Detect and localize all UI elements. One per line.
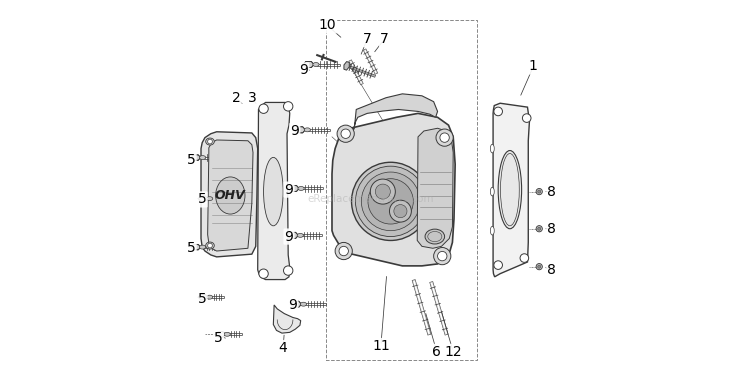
Text: 5: 5 xyxy=(187,153,196,167)
Polygon shape xyxy=(201,132,258,257)
Text: 11: 11 xyxy=(372,339,390,353)
Circle shape xyxy=(536,188,542,195)
Text: 7: 7 xyxy=(380,32,388,46)
Ellipse shape xyxy=(206,242,214,249)
Polygon shape xyxy=(258,102,290,280)
Text: 2: 2 xyxy=(232,91,241,105)
Text: 9: 9 xyxy=(299,63,308,77)
Ellipse shape xyxy=(297,233,304,237)
Circle shape xyxy=(538,190,541,193)
Circle shape xyxy=(284,266,293,275)
Circle shape xyxy=(437,251,447,261)
Circle shape xyxy=(433,248,451,265)
Circle shape xyxy=(368,179,413,224)
Ellipse shape xyxy=(490,187,494,196)
Polygon shape xyxy=(288,185,299,192)
Circle shape xyxy=(356,166,426,237)
Polygon shape xyxy=(344,61,350,70)
Text: OHV: OHV xyxy=(215,189,246,202)
Ellipse shape xyxy=(425,229,445,244)
Circle shape xyxy=(337,125,354,142)
Text: 5: 5 xyxy=(198,292,206,306)
Text: 8: 8 xyxy=(548,185,556,199)
Circle shape xyxy=(494,107,502,116)
Ellipse shape xyxy=(216,177,245,214)
Polygon shape xyxy=(493,103,530,277)
Circle shape xyxy=(538,265,541,268)
Ellipse shape xyxy=(206,295,213,299)
Circle shape xyxy=(440,133,449,142)
Ellipse shape xyxy=(313,63,319,66)
Polygon shape xyxy=(353,94,437,130)
Circle shape xyxy=(520,254,529,262)
Text: 7: 7 xyxy=(363,32,371,46)
Circle shape xyxy=(208,139,212,144)
Polygon shape xyxy=(191,244,200,250)
Text: 8: 8 xyxy=(548,222,556,236)
Circle shape xyxy=(370,179,395,204)
Ellipse shape xyxy=(206,197,213,201)
Text: 3: 3 xyxy=(248,91,256,105)
Circle shape xyxy=(375,184,390,199)
Circle shape xyxy=(494,261,502,269)
Circle shape xyxy=(335,242,352,260)
Circle shape xyxy=(259,104,268,113)
Text: 6: 6 xyxy=(432,345,441,359)
Polygon shape xyxy=(417,128,453,248)
Text: 9: 9 xyxy=(284,183,293,197)
Ellipse shape xyxy=(304,128,310,132)
Polygon shape xyxy=(273,305,301,333)
Text: 1: 1 xyxy=(529,59,538,74)
Polygon shape xyxy=(216,332,225,337)
Circle shape xyxy=(538,227,541,230)
Ellipse shape xyxy=(490,144,494,153)
Text: eReplacementParts.com: eReplacementParts.com xyxy=(308,194,434,204)
Ellipse shape xyxy=(490,226,494,235)
Circle shape xyxy=(259,269,268,278)
Polygon shape xyxy=(303,61,314,68)
Polygon shape xyxy=(208,140,253,251)
Circle shape xyxy=(362,172,420,231)
Circle shape xyxy=(436,129,453,146)
Text: 9: 9 xyxy=(289,298,297,312)
Circle shape xyxy=(389,200,411,222)
Polygon shape xyxy=(198,294,208,300)
Text: 12: 12 xyxy=(445,345,462,359)
Polygon shape xyxy=(198,196,208,201)
Polygon shape xyxy=(332,113,455,266)
Text: 5: 5 xyxy=(187,241,196,255)
Text: 5: 5 xyxy=(198,192,206,206)
Ellipse shape xyxy=(298,187,304,190)
Circle shape xyxy=(284,102,293,111)
Polygon shape xyxy=(191,155,200,160)
Polygon shape xyxy=(295,127,305,133)
Text: 4: 4 xyxy=(279,341,287,355)
Circle shape xyxy=(536,226,542,232)
Circle shape xyxy=(208,243,212,248)
Circle shape xyxy=(352,162,430,240)
Circle shape xyxy=(536,264,542,270)
Ellipse shape xyxy=(200,245,206,249)
Circle shape xyxy=(523,114,531,122)
Ellipse shape xyxy=(206,138,214,145)
Circle shape xyxy=(341,129,350,138)
Circle shape xyxy=(339,246,349,256)
Text: 9: 9 xyxy=(284,230,293,244)
Ellipse shape xyxy=(200,156,206,160)
Polygon shape xyxy=(287,232,298,239)
Text: 10: 10 xyxy=(319,18,336,32)
Circle shape xyxy=(394,204,407,218)
Ellipse shape xyxy=(224,332,230,336)
Ellipse shape xyxy=(263,157,283,226)
Polygon shape xyxy=(290,301,302,307)
Text: 5: 5 xyxy=(214,331,223,345)
Ellipse shape xyxy=(300,302,307,306)
Text: 8: 8 xyxy=(548,263,556,277)
Ellipse shape xyxy=(498,151,522,229)
Text: 9: 9 xyxy=(290,124,299,138)
